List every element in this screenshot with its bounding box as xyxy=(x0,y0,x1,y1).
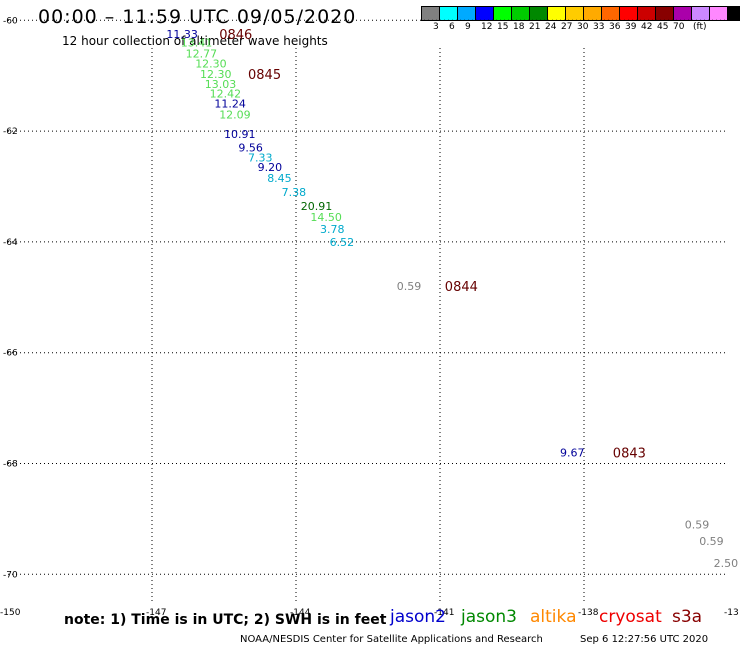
data-point-label: 11.33 xyxy=(166,28,198,41)
data-point-label: 8.45 xyxy=(267,172,292,185)
colorbar-label: 30 xyxy=(577,22,589,32)
colorbar-label: 9 xyxy=(465,22,471,32)
data-point-label: 0.59 xyxy=(397,280,422,293)
time-label: 0846 xyxy=(219,28,252,43)
data-point-label: 7.33 xyxy=(248,152,273,165)
colorbar-label: (ft) xyxy=(693,22,707,32)
data-point-label: 9.67 xyxy=(560,446,585,459)
data-point-label: 14.50 xyxy=(310,211,342,224)
colorbar-swatch xyxy=(727,6,740,21)
x-tick-label: -147 xyxy=(146,608,166,618)
data-point-label: 12.30 xyxy=(195,58,227,71)
chart-title: 00:00 – 11:59 UTC 09/05/2020 xyxy=(38,6,357,28)
colorbar-label: 45 xyxy=(657,22,669,32)
data-point-label: 12.09 xyxy=(219,108,251,121)
y-tick-label: -68 xyxy=(3,460,18,470)
credit-text: NOAA/NESDIS Center for Satellite Applica… xyxy=(240,634,543,645)
data-point-label: 20.91 xyxy=(301,200,333,213)
legend-jason2: jason2 xyxy=(390,607,446,627)
chart-subtitle: 12 hour collection of altimeter wave hei… xyxy=(62,34,328,48)
corner-label-left: -150 xyxy=(0,608,21,618)
corner-label-right: -13 xyxy=(724,608,739,618)
time-label: 0845 xyxy=(248,68,281,83)
data-point-label: 13.41 xyxy=(181,36,213,49)
colorbar-labels: 3 6 9 12 15 18 21 24 27 30 33 36 39 42 45 70 (ft) xyxy=(422,22,740,34)
colorbar-label: 3 xyxy=(433,22,439,32)
y-tick-label: -64 xyxy=(3,238,18,248)
y-tick-label: -70 xyxy=(3,570,18,580)
colorbar-label: 70 xyxy=(673,22,685,32)
data-point-label: 11.24 xyxy=(214,97,246,110)
time-label: 0843 xyxy=(613,446,646,461)
data-point-label: 7.38 xyxy=(282,186,307,199)
colorbar-label: 15 xyxy=(497,22,509,32)
data-point-label: 0.59 xyxy=(699,535,724,548)
colorbar-label: 24 xyxy=(545,22,557,32)
colorbar-label: 18 xyxy=(513,22,525,32)
data-point-label: 13.03 xyxy=(205,78,237,91)
legend-cryosat: cryosat xyxy=(599,607,662,627)
legend-s3a: s3a xyxy=(672,607,703,627)
legend-altika: altika xyxy=(530,607,577,627)
colorbar-label: 39 xyxy=(625,22,637,32)
colorbar-label: 6 xyxy=(449,22,455,32)
colorbar-label: 42 xyxy=(641,22,653,32)
data-point-label: 9.56 xyxy=(238,142,263,155)
y-tick-label: -62 xyxy=(3,127,18,137)
generated-timestamp: Sep 6 12:27:56 UTC 2020 xyxy=(580,634,709,645)
time-label: 0844 xyxy=(445,280,478,295)
data-point-label: 0.59 xyxy=(685,518,710,531)
colorbar-label: 21 xyxy=(529,22,541,32)
footer-note: note: 1) Time is in UTC; 2) SWH is in fe… xyxy=(64,612,387,628)
y-tick-label: -60 xyxy=(3,16,18,26)
data-point-label: 2.50 xyxy=(714,557,739,570)
data-point-label: 10.91 xyxy=(224,128,256,141)
colorbar-label: 12 xyxy=(481,22,493,32)
data-point-label: 12.77 xyxy=(186,48,218,61)
data-point-label: 12.42 xyxy=(210,87,242,100)
x-tick-label: -144 xyxy=(290,608,311,618)
legend-jason3: jason3 xyxy=(461,607,517,627)
x-tick-label: -141 xyxy=(434,608,454,618)
data-point-label: 9.20 xyxy=(258,161,283,174)
colorbar-label: 36 xyxy=(609,22,621,32)
data-point-label: 12.30 xyxy=(200,68,232,81)
y-tick-label: -66 xyxy=(3,349,18,359)
x-tick-label: -138 xyxy=(578,608,599,618)
data-point-label: 3.78 xyxy=(320,223,345,236)
colorbar-label: 27 xyxy=(561,22,573,32)
colorbar-label: 33 xyxy=(593,22,605,32)
data-point-label: 6.52 xyxy=(330,236,355,249)
